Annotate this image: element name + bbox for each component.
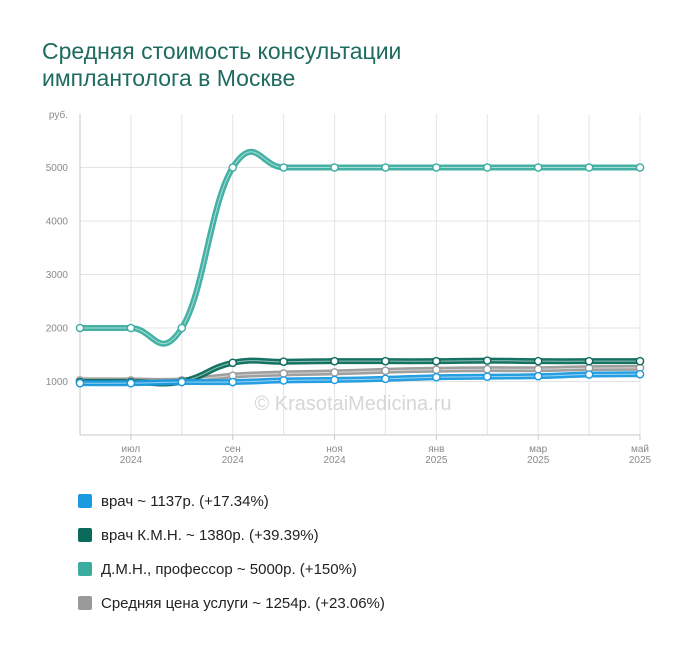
data-point: [381, 374, 390, 384]
data-point: [177, 323, 187, 333]
data-point: [584, 370, 594, 379]
x-tick-year: 2024: [120, 455, 143, 466]
data-point: [482, 372, 492, 381]
y-tick-label: 5000: [46, 163, 69, 174]
series-line: [77, 148, 643, 347]
x-tick-month: мар: [529, 444, 547, 455]
data-point: [533, 364, 543, 374]
data-point: [330, 368, 339, 377]
y-tick-label: 3000: [46, 270, 69, 281]
y-tick-label: 1000: [46, 377, 69, 388]
data-point: [432, 356, 441, 366]
data-point: [482, 364, 492, 374]
x-tick-year: 2025: [629, 455, 652, 466]
chart-title: Средняя стоимость консультации имплантол…: [42, 38, 642, 92]
data-point: [533, 371, 543, 381]
legend-swatch: [78, 494, 92, 508]
chart-grid: [79, 114, 641, 435]
x-tick-month: сен: [225, 444, 241, 455]
legend-item-dmn-professor[interactable]: Д.М.Н., профессор ~ 5000р. (+150%): [78, 552, 385, 586]
chart-points: [75, 163, 645, 388]
data-point: [75, 378, 85, 388]
data-point: [330, 163, 339, 172]
data-point: [228, 358, 238, 368]
data-point: [482, 356, 492, 365]
data-point: [533, 356, 543, 366]
data-point: [75, 323, 85, 333]
data-point: [482, 163, 492, 172]
data-point: [126, 323, 136, 333]
data-point: [584, 163, 594, 172]
series-line-highlight: [79, 373, 641, 384]
legend-item-vrach[interactable]: врач ~ 1137р. (+17.34%): [78, 484, 385, 518]
data-point: [635, 369, 645, 379]
x-tick-month: июл: [122, 444, 141, 455]
legend-label: врач К.М.Н. ~ 1380р. (+39.39%): [101, 526, 319, 544]
data-point: [330, 356, 339, 366]
legend-item-vrach-kmn[interactable]: врач К.М.Н. ~ 1380р. (+39.39%): [78, 518, 385, 552]
y-axis-label: руб.: [49, 109, 68, 121]
data-point: [279, 369, 288, 378]
data-point: [635, 163, 645, 172]
data-point: [533, 163, 543, 172]
legend-swatch: [78, 562, 92, 576]
data-point: [177, 377, 187, 387]
legend-swatch: [78, 528, 92, 542]
x-tick-month: ноя: [326, 444, 343, 455]
data-point: [279, 376, 288, 385]
legend-label: Д.М.Н., профессор ~ 5000р. (+150%): [101, 560, 357, 578]
y-tick-label: 2000: [46, 324, 69, 335]
legend-swatch: [78, 596, 92, 610]
chart-title-line-1: Средняя стоимость консультации: [42, 38, 402, 64]
data-point: [126, 378, 136, 388]
data-point: [330, 375, 339, 385]
data-point: [228, 163, 238, 172]
data-point: [432, 365, 441, 375]
watermark: © KrasotaiMedicina.ru: [254, 393, 451, 415]
chart-series: [77, 148, 643, 387]
data-point: [635, 356, 645, 366]
x-tick-year: 2025: [425, 455, 448, 466]
data-point: [228, 377, 238, 387]
series-line-highlight: [80, 151, 640, 345]
data-point: [381, 163, 390, 172]
x-tick-month: май: [631, 444, 649, 455]
y-tick-label: 4000: [46, 217, 69, 228]
legend-item-average-price[interactable]: Средняя цена услуги ~ 1254р. (+23.06%): [78, 586, 385, 620]
x-tick-year: 2024: [323, 455, 346, 466]
x-tick-month: янв: [428, 444, 444, 455]
data-point: [432, 163, 441, 172]
data-point: [279, 357, 288, 367]
x-tick-year: 2024: [222, 455, 245, 466]
chart-axes: 10002000300040005000руб.июл2024сен2024но…: [46, 109, 652, 466]
legend-label: врач ~ 1137р. (+17.34%): [101, 492, 269, 510]
data-point: [279, 163, 288, 172]
legend-label: Средняя цена услуги ~ 1254р. (+23.06%): [101, 594, 385, 612]
data-point: [584, 356, 594, 366]
chart-title-line-2: имплантолога в Москве: [42, 65, 296, 91]
data-point: [381, 356, 390, 366]
chart-legend: врач ~ 1137р. (+17.34%) врач К.М.Н. ~ 13…: [78, 484, 385, 620]
data-point: [432, 372, 441, 382]
x-tick-year: 2025: [527, 455, 550, 466]
data-point: [381, 366, 390, 376]
